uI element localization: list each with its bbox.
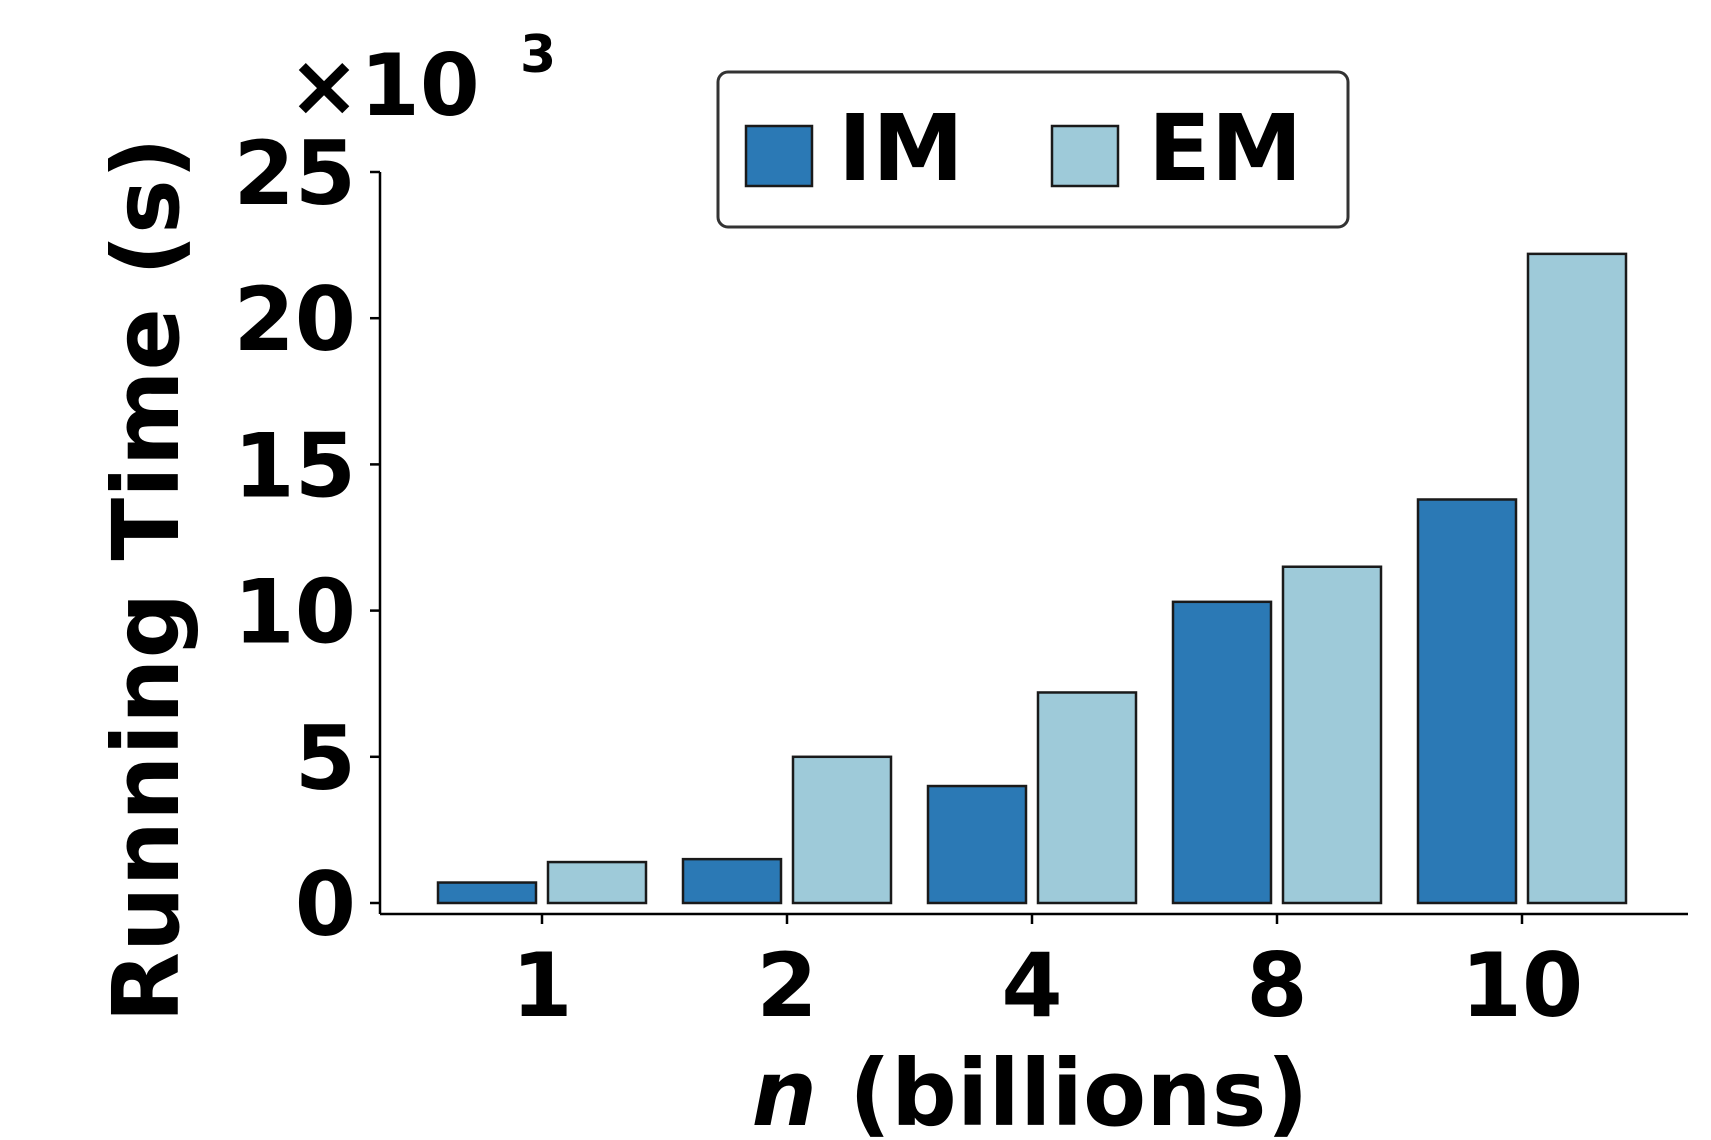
bar-im-8 <box>1171 600 1273 905</box>
legend-label-em: EM <box>1148 95 1302 202</box>
bar-em-1 <box>546 860 648 905</box>
y-tick-label: 20 <box>234 268 356 371</box>
y-tick-label: 10 <box>234 561 356 664</box>
y-tick-label: 15 <box>234 414 356 517</box>
bar-em-8 <box>1281 565 1383 905</box>
x-tick-label: 2 <box>756 934 817 1037</box>
legend-label-im: IM <box>838 95 964 202</box>
y-tick-label: 25 <box>234 122 356 225</box>
legend-swatch-im <box>744 124 814 188</box>
bar-im-10 <box>1416 498 1518 905</box>
bars-group <box>436 252 1628 905</box>
x-ticks-group: 1 2 4 8 10 <box>511 914 1583 1037</box>
y-axis-label: Running Time (s) <box>93 137 200 1023</box>
y-offset-label: ×10 <box>288 36 480 136</box>
x-axis-label-rest: (billions) <box>817 1040 1309 1140</box>
x-tick-label: 4 <box>1001 934 1062 1037</box>
legend-swatch-em <box>1050 124 1120 188</box>
legend: IM EM <box>716 70 1350 229</box>
bar-em-10 <box>1526 252 1628 905</box>
bar-im-2 <box>681 857 783 905</box>
legend-frame <box>716 70 1350 229</box>
x-tick-label: 10 <box>1461 934 1583 1037</box>
x-tick-label: 8 <box>1246 934 1307 1037</box>
x-axis-label-italic: n <box>751 1040 817 1140</box>
y-offset-exponent: 3 <box>520 25 556 85</box>
y-ticks-group: 0 5 10 15 20 25 <box>234 122 380 956</box>
x-axis-label: n (billions) <box>751 1040 1308 1140</box>
y-tick-label: 5 <box>295 707 356 810</box>
bar-em-4 <box>1036 691 1138 905</box>
y-tick-label: 0 <box>295 853 356 956</box>
bar-em-2 <box>791 755 893 905</box>
bar-im-4 <box>926 784 1028 905</box>
x-tick-label: 1 <box>511 934 572 1037</box>
bar-im-1 <box>436 881 538 905</box>
